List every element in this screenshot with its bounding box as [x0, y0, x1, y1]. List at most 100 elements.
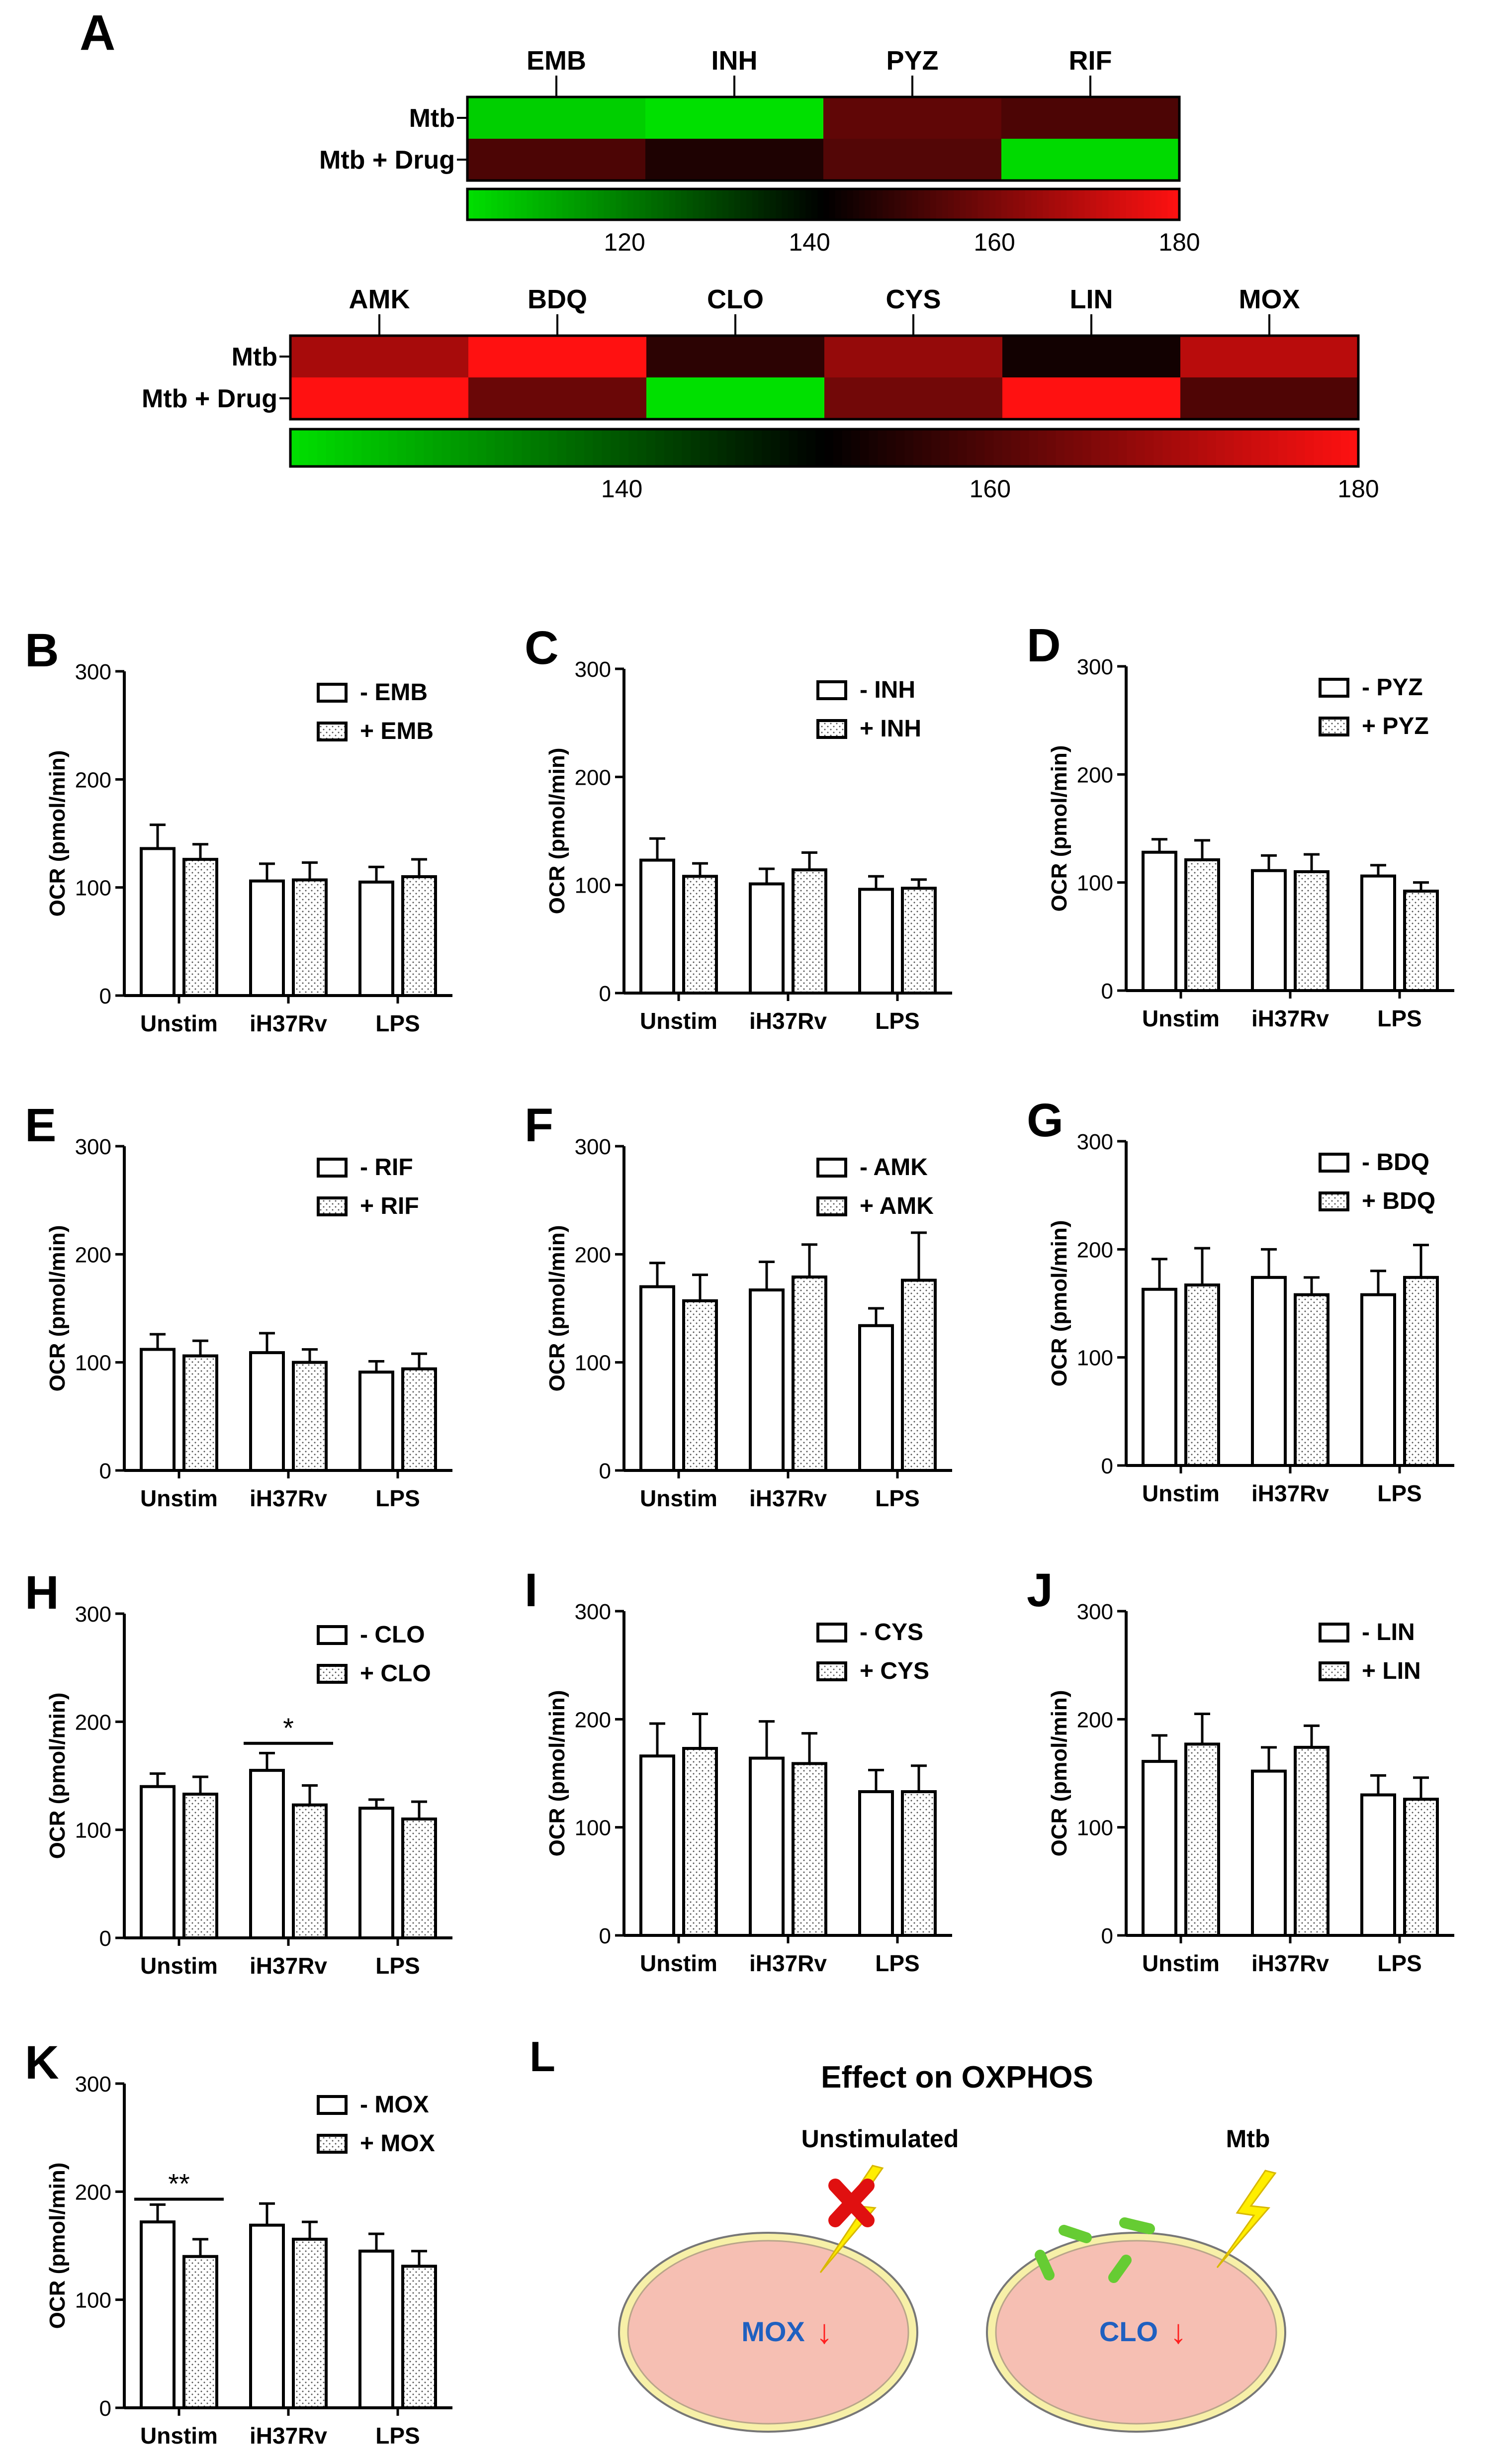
colorbar-segment — [859, 189, 866, 220]
colorbar-segment — [1251, 429, 1261, 466]
colorbar-segment — [568, 189, 575, 220]
colorbar-segment — [705, 189, 711, 220]
heatmap-row-label: Mtb + Drug — [319, 146, 455, 175]
colorbar-segment — [744, 429, 754, 466]
x-tick-label: LPS — [375, 1485, 420, 1511]
colorbar-segment — [645, 189, 652, 220]
colorbar-segment — [580, 189, 587, 220]
left-cell-label: Unstimulated — [801, 2125, 959, 2153]
colorbar-segment — [1162, 429, 1172, 466]
panel-label: D — [1027, 619, 1061, 672]
colorbar-segment — [1100, 429, 1110, 466]
y-axis-label: OCR (pmol/min) — [1047, 1690, 1071, 1857]
panel-label: E — [25, 1099, 56, 1152]
colorbar-segment — [504, 429, 514, 466]
y-tick-label: 300 — [75, 1602, 111, 1627]
colorbar-segment — [532, 189, 539, 220]
bar-minus-drug — [1142, 850, 1177, 993]
bar-plus-drug — [1184, 858, 1220, 992]
colorbar-segment — [491, 189, 498, 220]
colorbar-segment — [442, 429, 451, 466]
colorbar-segment — [728, 189, 735, 220]
colorbar-segment — [1019, 189, 1026, 220]
legend-label: - RIF — [360, 1154, 413, 1181]
colorbar-segment — [477, 429, 487, 466]
legend-swatch — [1319, 717, 1349, 736]
colorbar-segment — [918, 189, 925, 220]
colorbar-segment — [673, 429, 683, 466]
colorbar-segment — [833, 429, 843, 466]
y-tick-label: 200 — [575, 765, 611, 790]
heatmap-cell — [467, 139, 645, 181]
colorbar-segment — [835, 189, 842, 220]
heatmap-cell — [646, 336, 824, 377]
colorbar-segment — [1323, 429, 1332, 466]
colorbar-segment — [450, 429, 460, 466]
bar-minus-drug — [1360, 874, 1396, 993]
y-tick-label: 100 — [75, 2288, 111, 2313]
colorbar-segment — [984, 429, 994, 466]
colorbar-segment — [562, 189, 569, 220]
heatmap-row-label: Mtb + Drug — [142, 384, 277, 413]
legend-label: - CLO — [360, 1622, 425, 1648]
y-axis-label: OCR (pmol/min) — [45, 1225, 70, 1392]
bar-chart-panels: B OCR (pmol/min) 0 100 200 300 Unstim iH37Rv LPS… — [25, 619, 1454, 2449]
x-tick-label: iH37Rv — [250, 2423, 327, 2449]
bar-minus-drug — [140, 847, 176, 997]
panel-label: C — [525, 622, 559, 674]
heatmap-cell — [823, 139, 1001, 181]
colorbar-segment — [1278, 429, 1288, 466]
bar-plus-drug — [901, 1790, 937, 1937]
colorbar-segment — [513, 429, 523, 466]
bar-minus-drug — [1251, 869, 1287, 993]
bar-plus-drug — [1294, 1293, 1329, 1467]
colorbar-segment — [1180, 429, 1190, 466]
colorbar-segment — [1167, 189, 1174, 220]
colorbar-segment — [515, 189, 522, 220]
colorbar-segment — [1096, 189, 1103, 220]
colorbar-segment — [566, 429, 576, 466]
bar-minus-drug — [749, 1756, 785, 1937]
colorbar-segment — [1198, 429, 1208, 466]
colorbar-segment — [1118, 429, 1128, 466]
legend-label: + BDQ — [1362, 1188, 1435, 1214]
colorbar-segment — [497, 189, 504, 220]
colorbar-segment — [1136, 429, 1146, 466]
colorbar-segment — [575, 429, 585, 466]
legend-label: - EMB — [360, 679, 428, 706]
right-cell-body — [995, 2240, 1277, 2425]
colorbar-segment — [900, 189, 907, 220]
y-tick-label: 200 — [75, 1243, 111, 1267]
heatmap-column-label: CLO — [707, 284, 764, 314]
colorbar-segment — [823, 189, 830, 220]
bar-panel-f: F OCR (pmol/min) 0 100 200 300 Unstim iH37Rv LPS… — [525, 1099, 952, 1511]
y-tick-label: 300 — [75, 660, 111, 684]
colorbar-segment — [467, 189, 474, 220]
colorbar-segment — [1011, 429, 1021, 466]
legend-swatch — [816, 1196, 847, 1216]
colorbar-segment — [646, 429, 656, 466]
x-tick-label: Unstim — [640, 1008, 717, 1034]
y-axis-label: OCR (pmol/min) — [1047, 1220, 1071, 1387]
y-tick-label: 100 — [1077, 871, 1113, 896]
colorbar-segment — [960, 189, 967, 220]
colorbar-segment — [883, 189, 889, 220]
y-tick-label: 100 — [75, 1819, 111, 1843]
legend-label: - INH — [860, 677, 915, 703]
colorbar-segment — [370, 429, 380, 466]
colorbar-segment — [1002, 429, 1012, 466]
panel-label: H — [25, 1566, 59, 1619]
colorbar-segment — [1216, 429, 1226, 466]
panel-label: F — [525, 1099, 553, 1152]
y-tick-label: 200 — [575, 1708, 611, 1732]
heatmap-cell — [823, 97, 1001, 139]
colorbar-segment — [940, 429, 950, 466]
colorbar-segment — [829, 189, 836, 220]
colorbar-segment — [922, 429, 932, 466]
bar-panel-d: D OCR (pmol/min) 0 100 200 300 Unstim iH37Rv LPS… — [1027, 619, 1454, 1031]
colorbar-segment — [1126, 189, 1133, 220]
bar-minus-drug — [358, 880, 394, 998]
colorbar-frame — [466, 187, 1181, 221]
bar-plus-drug — [182, 1792, 218, 1940]
colorbar-segment — [1189, 429, 1199, 466]
